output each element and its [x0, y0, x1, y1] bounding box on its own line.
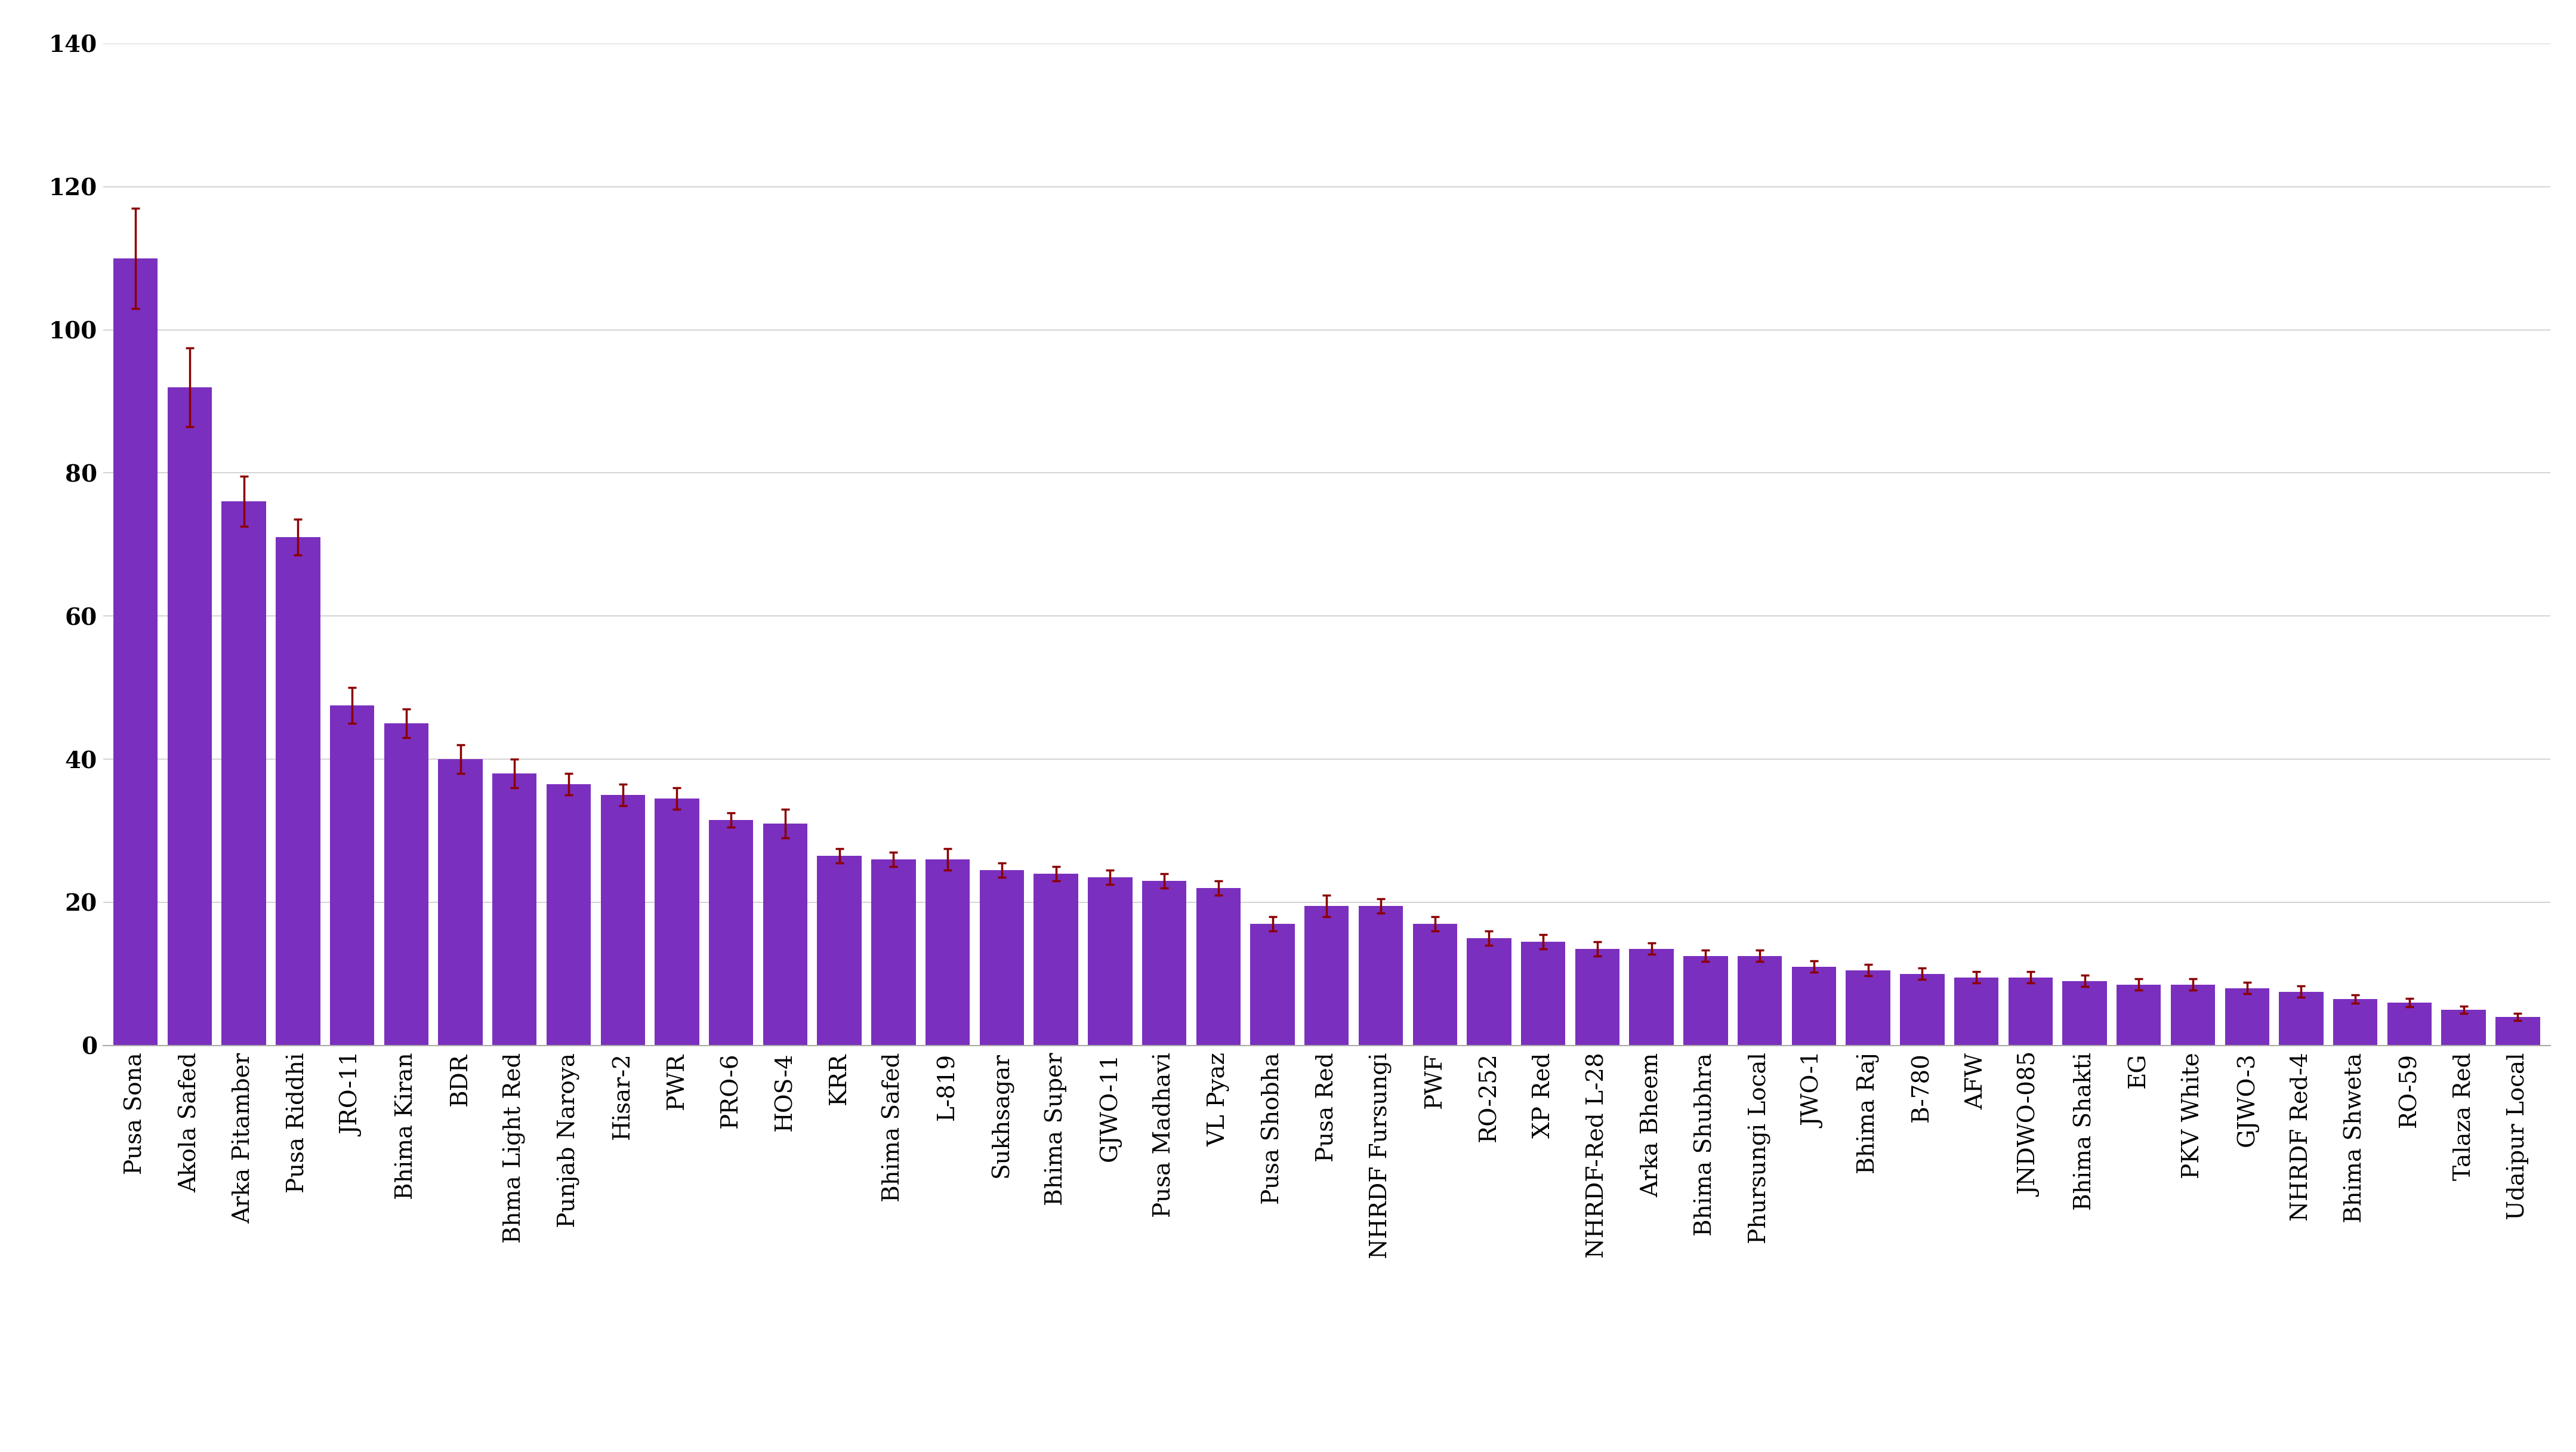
Bar: [1087, 877, 1133, 1045]
Bar: [2388, 1002, 2432, 1045]
Bar: [654, 799, 698, 1045]
Bar: [1412, 923, 1458, 1045]
Bar: [2009, 977, 2053, 1045]
Bar: [1466, 938, 1512, 1045]
Bar: [1249, 923, 1296, 1045]
Bar: [1901, 974, 1945, 1045]
Bar: [492, 774, 536, 1045]
Bar: [1955, 977, 1999, 1045]
Bar: [113, 258, 157, 1045]
Bar: [817, 855, 860, 1045]
Bar: [1628, 948, 1674, 1045]
Bar: [871, 860, 914, 1045]
Bar: [438, 759, 482, 1045]
Bar: [384, 723, 428, 1045]
Bar: [2172, 984, 2215, 1045]
Bar: [1793, 967, 1837, 1045]
Bar: [546, 784, 590, 1045]
Bar: [1303, 906, 1350, 1045]
Bar: [2063, 982, 2107, 1045]
Bar: [1520, 942, 1566, 1045]
Bar: [222, 501, 265, 1045]
Bar: [2442, 1009, 2486, 1045]
Bar: [2334, 999, 2378, 1045]
Bar: [2280, 992, 2324, 1045]
Bar: [1685, 955, 1728, 1045]
Bar: [1739, 955, 1783, 1045]
Bar: [2496, 1016, 2540, 1045]
Bar: [1141, 881, 1188, 1045]
Bar: [600, 796, 644, 1045]
Bar: [925, 860, 969, 1045]
Bar: [1574, 948, 1620, 1045]
Bar: [1195, 889, 1242, 1045]
Bar: [276, 537, 319, 1045]
Bar: [1358, 906, 1404, 1045]
Bar: [167, 388, 211, 1045]
Bar: [330, 706, 374, 1045]
Bar: [1847, 970, 1891, 1045]
Bar: [762, 823, 806, 1045]
Bar: [979, 870, 1025, 1045]
Bar: [1033, 874, 1079, 1045]
Bar: [2117, 984, 2161, 1045]
Bar: [2226, 989, 2269, 1045]
Bar: [708, 820, 752, 1045]
